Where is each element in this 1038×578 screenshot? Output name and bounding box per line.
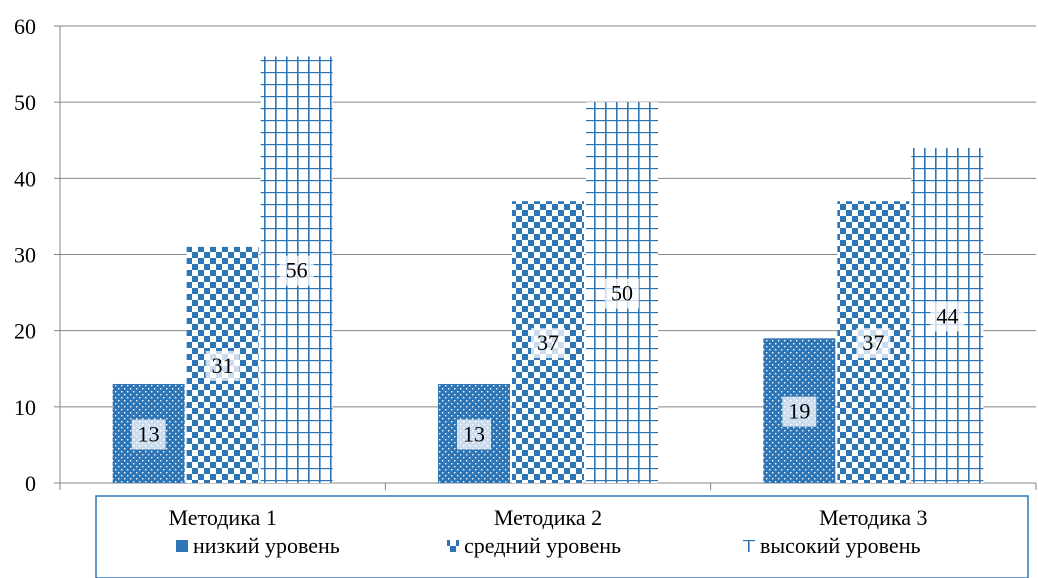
data-label: 19	[788, 399, 810, 424]
data-label-bg	[605, 278, 639, 309]
y-tick-label: 60	[14, 14, 36, 39]
legend-box	[95, 495, 1029, 578]
data-label: 13	[138, 421, 160, 446]
bars	[112, 56, 984, 484]
data-label-bg	[131, 419, 166, 450]
data-label: 13	[463, 421, 485, 446]
y-tick-label: 30	[14, 243, 36, 268]
data-label-bg	[856, 328, 891, 359]
y-tick-label: 10	[14, 395, 36, 420]
legend: Методика 1 Методика 2 Методика 3 низкий уро…	[95, 495, 1029, 578]
data-label: 56	[286, 258, 308, 283]
data-label-bg	[279, 255, 314, 286]
legend-entry-label: средний уровень	[464, 533, 621, 558]
y-tick-label: 20	[14, 319, 36, 344]
x-category-label: Методика 2	[494, 505, 602, 530]
legend-swatch	[743, 540, 755, 552]
y-tick-label: 40	[14, 166, 36, 191]
data-label: 31	[212, 353, 234, 378]
x-category-label: Методика 3	[819, 505, 927, 530]
data-label-bg	[531, 328, 565, 359]
y-tick-label: 0	[25, 471, 36, 496]
data-label: 37	[537, 330, 559, 355]
legend-swatch	[176, 540, 188, 552]
legend-swatch	[447, 540, 459, 552]
data-label-bg	[930, 301, 965, 332]
data-label: 37	[862, 330, 884, 355]
data-label-bg	[457, 419, 491, 450]
legend-entry-label: низкий уровень	[193, 533, 340, 558]
data-label-bg	[205, 350, 240, 381]
x-category-label: Методика 1	[169, 505, 277, 530]
y-tick-label: 50	[14, 90, 36, 115]
legend-entry-label: высокий уровень	[760, 533, 921, 558]
data-labels: 13 31 56 13 37 50 19 37 44	[131, 255, 965, 450]
data-label: 50	[611, 281, 633, 306]
data-label: 44	[936, 303, 958, 328]
data-label-bg	[782, 396, 817, 427]
